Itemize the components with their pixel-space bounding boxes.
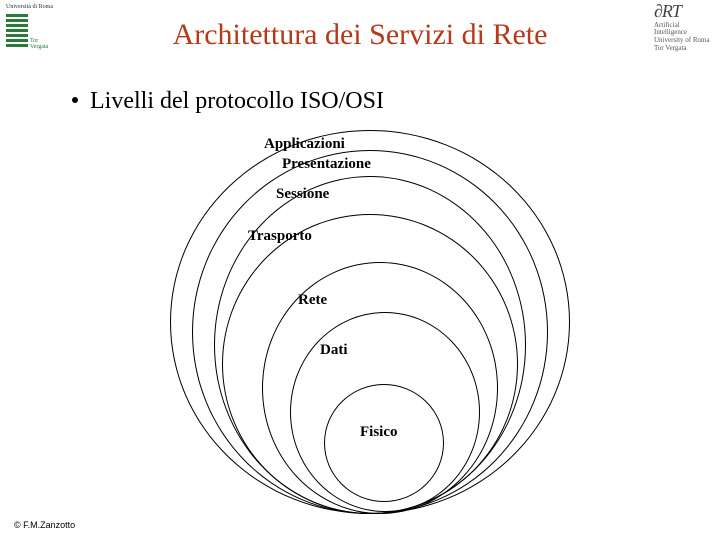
ellipse-fisico: [324, 384, 444, 502]
layer-label-rete: Rete: [298, 292, 327, 309]
logo-bar: [6, 14, 28, 17]
bullet-dot-icon: [72, 97, 78, 103]
layer-label-sessione: Sessione: [276, 186, 329, 203]
footer-copyright: © F.M.Zanzotto: [14, 520, 75, 530]
osi-diagram: Applicazioni Presentazione Sessione Tras…: [170, 120, 570, 520]
bullet-line: Livelli del protocollo ISO/OSI: [72, 88, 384, 115]
layer-label-trasporto: Trasporto: [248, 228, 312, 245]
page-title: Architettura dei Servizi di Rete: [0, 18, 720, 52]
layer-label-dati: Dati: [320, 342, 348, 359]
bullet-text: Livelli del protocollo ISO/OSI: [90, 88, 384, 114]
logo-left-text: Università di Roma: [6, 4, 53, 10]
layer-label-applicazioni: Applicazioni: [264, 136, 345, 153]
slide: Università di Roma Tor Vergata ∂RT Artif…: [0, 0, 720, 540]
layer-label-fisico: Fisico: [360, 424, 398, 441]
layer-label-presentazione: Presentazione: [282, 156, 371, 173]
